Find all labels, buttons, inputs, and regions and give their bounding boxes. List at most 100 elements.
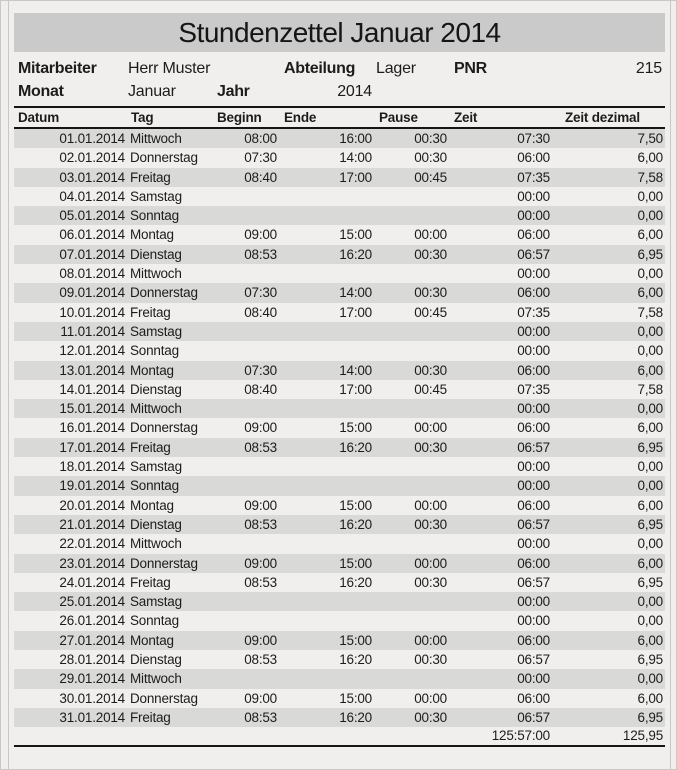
cell-ende: 16:20 bbox=[339, 574, 372, 590]
cell-beginn: 09:00 bbox=[244, 420, 277, 436]
page-break-gridline-left bbox=[8, 0, 9, 770]
cell-zeit: 00:00 bbox=[517, 343, 550, 359]
cell-zeit: 06:00 bbox=[517, 690, 550, 706]
cell-tag: Samstag bbox=[130, 594, 182, 610]
cell-zeit-dezimal: 7,50 bbox=[637, 131, 664, 146]
cell-datum: 22.01.2014 bbox=[59, 536, 125, 552]
cell-beginn bbox=[213, 476, 280, 495]
cell-datum: 24.01.2014 bbox=[59, 574, 125, 590]
monat-value: Januar bbox=[128, 83, 176, 100]
cell-zeit: 06:00 bbox=[517, 555, 550, 571]
cell-pause: 00:00 bbox=[414, 555, 447, 571]
table-row: 14.01.2014 Dienstag 08:40 17:00 00:45 07… bbox=[14, 380, 665, 399]
column-header-tag: Tag bbox=[131, 110, 154, 125]
table-row: 15.01.2014 Mittwoch 00:00 0,00 bbox=[14, 399, 665, 419]
cell-datum: 11.01.2014 bbox=[60, 323, 125, 339]
cell-pause bbox=[375, 206, 450, 225]
cell-datum: 26.01.2014 bbox=[59, 613, 125, 629]
cell-tag: Montag bbox=[130, 362, 174, 378]
table-row: 18.01.2014 Samstag 00:00 0,00 bbox=[14, 457, 665, 476]
cell-pause: 00:30 bbox=[414, 131, 447, 146]
table-row: 05.01.2014 Sonntag 00:00 0,00 bbox=[14, 206, 665, 226]
cell-ende: 14:00 bbox=[339, 285, 372, 301]
cell-ende: 16:20 bbox=[339, 709, 372, 725]
cell-zeit-dezimal: 6,00 bbox=[637, 285, 664, 301]
jahr-value: 2014 bbox=[337, 83, 372, 100]
cell-tag: Sonntag bbox=[130, 343, 179, 359]
cell-tag: Dienstag bbox=[130, 516, 182, 532]
cell-datum: 03.01.2014 bbox=[59, 169, 125, 185]
table-row: 21.01.2014 Dienstag 08:53 16:20 00:30 06… bbox=[14, 514, 665, 535]
cell-ende bbox=[280, 187, 375, 206]
cell-zeit: 06:00 bbox=[517, 497, 550, 513]
page-title: Stundenzettel Januar 2014 bbox=[14, 13, 665, 52]
cell-pause bbox=[375, 669, 450, 688]
table-row: 17.01.2014 Freitag 08:53 16:20 00:30 06:… bbox=[14, 437, 665, 458]
cell-zeit-dezimal: 6,95 bbox=[637, 574, 664, 590]
table-row: 04.01.2014 Samstag 00:00 0,00 bbox=[14, 187, 665, 206]
timesheet-document: Stundenzettel Januar 2014 Mitarbeiter He… bbox=[14, 13, 665, 748]
cell-pause: 00:30 bbox=[414, 516, 447, 532]
cell-pause bbox=[375, 592, 450, 611]
cell-beginn: 09:00 bbox=[244, 632, 277, 648]
table-row: 07.01.2014 Dienstag 08:53 16:20 00:30 06… bbox=[14, 244, 665, 265]
cell-beginn: 09:00 bbox=[244, 227, 277, 243]
cell-beginn: 07:30 bbox=[244, 362, 277, 378]
cell-tag: Mittwoch bbox=[130, 671, 182, 687]
cell-zeit: 07:35 bbox=[517, 304, 550, 320]
cell-datum: 09.01.2014 bbox=[59, 285, 125, 301]
cell-tag: Samstag bbox=[130, 323, 182, 339]
table-row: 31.01.2014 Freitag 08:53 16:20 00:30 06:… bbox=[14, 707, 665, 728]
column-header-zeit: Zeit bbox=[454, 110, 478, 125]
cell-beginn: 08:53 bbox=[244, 439, 277, 455]
cell-zeit: 00:00 bbox=[517, 671, 550, 687]
cell-tag: Dienstag bbox=[130, 652, 182, 668]
cell-ende bbox=[280, 457, 375, 476]
total-zeit: 125:57:00 bbox=[491, 728, 550, 744]
cell-datum: 17.01.2014 bbox=[59, 439, 125, 455]
cell-beginn: 08:40 bbox=[244, 381, 277, 397]
cell-ende bbox=[280, 399, 375, 418]
cell-tag: Freitag bbox=[130, 304, 171, 320]
table-row: 16.01.2014 Donnerstag 09:00 15:00 00:00 … bbox=[14, 418, 665, 437]
cell-zeit-dezimal: 0,00 bbox=[637, 323, 664, 339]
cell-tag: Dienstag bbox=[130, 381, 182, 397]
cell-zeit-dezimal: 0,00 bbox=[637, 459, 664, 475]
cell-beginn: 08:00 bbox=[244, 131, 277, 146]
cell-tag: Donnerstag bbox=[130, 420, 198, 436]
cell-ende bbox=[280, 206, 375, 225]
table-row: 30.01.2014 Donnerstag 09:00 15:00 00:00 … bbox=[14, 689, 665, 708]
table-row: 12.01.2014 Sonntag 00:00 0,00 bbox=[14, 341, 665, 360]
cell-ende: 16:20 bbox=[339, 516, 372, 532]
cell-zeit: 00:00 bbox=[517, 594, 550, 610]
cell-datum: 16.01.2014 bbox=[59, 420, 125, 436]
cell-datum: 18.01.2014 bbox=[59, 459, 125, 475]
table-row: 29.01.2014 Mittwoch 00:00 0,00 bbox=[14, 669, 665, 689]
cell-beginn: 08:53 bbox=[244, 246, 277, 262]
cell-ende: 16:20 bbox=[339, 652, 372, 668]
total-zeit-dezimal: 125,95 bbox=[622, 728, 663, 744]
table-row: 06.01.2014 Montag 09:00 15:00 00:00 06:0… bbox=[14, 225, 665, 244]
cell-zeit-dezimal: 6,95 bbox=[637, 516, 664, 532]
cell-tag: Mittwoch bbox=[130, 266, 182, 282]
cell-ende bbox=[280, 264, 375, 283]
cell-zeit-dezimal: 6,00 bbox=[637, 632, 664, 648]
table-row: 01.01.2014 Mittwoch 08:00 16:00 00:30 07… bbox=[14, 129, 665, 149]
cell-tag: Mittwoch bbox=[130, 536, 182, 552]
cell-pause bbox=[375, 322, 450, 341]
cell-datum: 01.01.2014 bbox=[59, 131, 125, 146]
cell-zeit-dezimal: 0,00 bbox=[637, 208, 664, 224]
cell-beginn bbox=[213, 264, 280, 283]
info-row-month: Monat Januar Jahr 2014 bbox=[14, 80, 665, 103]
cell-tag: Freitag bbox=[130, 574, 171, 590]
cell-tag: Montag bbox=[130, 497, 174, 513]
cell-tag: Mittwoch bbox=[130, 401, 182, 417]
mitarbeiter-value: Herr Muster bbox=[128, 60, 211, 77]
cell-beginn bbox=[213, 611, 280, 630]
cell-ende: 17:00 bbox=[339, 169, 372, 185]
cell-zeit-dezimal: 6,00 bbox=[637, 555, 664, 571]
cell-zeit: 07:30 bbox=[517, 131, 550, 146]
cell-pause: 00:30 bbox=[414, 439, 447, 455]
cell-zeit: 00:00 bbox=[517, 266, 550, 282]
cell-datum: 31.01.2014 bbox=[59, 709, 125, 725]
